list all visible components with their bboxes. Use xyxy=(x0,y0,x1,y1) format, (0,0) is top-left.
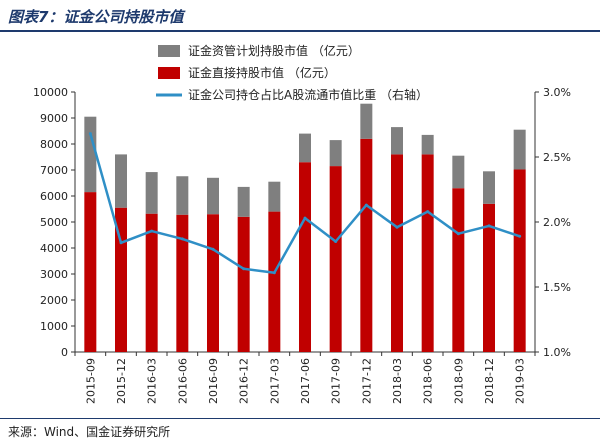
x-tick-label: 2018-06 xyxy=(422,358,435,404)
left-tick-label: 7000 xyxy=(40,164,68,177)
left-tick-label: 5000 xyxy=(40,216,68,229)
left-tick-label: 9000 xyxy=(40,112,68,125)
direct-bar xyxy=(84,192,97,352)
indirect-bar xyxy=(299,133,311,163)
x-tick-label: 2017-09 xyxy=(330,358,343,404)
ratio-point xyxy=(88,132,92,136)
x-tick-label: 2016-03 xyxy=(146,358,159,404)
left-tick-label: 2000 xyxy=(40,294,68,307)
indirect-bar xyxy=(207,177,219,215)
direct-bar xyxy=(145,213,158,352)
x-tick-label: 2017-06 xyxy=(299,358,312,404)
ratio-point xyxy=(334,240,338,243)
direct-bar xyxy=(483,203,495,352)
left-tick-label: 0 xyxy=(61,346,68,359)
title-bar: 图表7：证金公司持股市值 xyxy=(0,0,600,34)
x-tick-label: 2019-03 xyxy=(514,358,527,404)
axes: 0 1000 2000 3000 4000 5000 6000 7000 8000 9000 100… xyxy=(33,86,571,359)
x-axis-labels: 2015-09 2015-12 2016-03 2016-06 2016-09 2016-… xyxy=(74,352,536,404)
x-tick-label: 2018-12 xyxy=(483,358,496,404)
direct-bar xyxy=(329,166,342,352)
ratio-point xyxy=(180,237,184,241)
left-tick-label: 1000 xyxy=(40,320,68,333)
direct-bar xyxy=(513,169,526,352)
indirect-bar xyxy=(483,171,495,204)
title-divider xyxy=(0,30,600,32)
direct-bar xyxy=(391,154,403,352)
direct-bar xyxy=(268,211,281,352)
left-tick-label: 6000 xyxy=(40,190,68,203)
x-tick-label: 2017-12 xyxy=(360,358,373,404)
indirect-bar xyxy=(84,116,97,193)
indirect-bar xyxy=(513,129,526,170)
indirect-bar xyxy=(329,140,342,167)
indirect-bar xyxy=(176,176,189,215)
source-note: 来源：Wind、国金证券研究所 xyxy=(8,425,171,439)
indirect-bar xyxy=(452,155,465,189)
bars xyxy=(84,103,526,352)
direct-bar xyxy=(421,154,434,352)
legend-label: 证金公司持仓占比A股流通市值比重 （右轴） xyxy=(188,87,428,102)
direct-bar xyxy=(176,214,189,352)
direct-bar xyxy=(299,162,311,352)
ratio-point xyxy=(518,234,522,238)
ratio-point xyxy=(456,232,460,236)
ratio-point xyxy=(426,210,430,214)
indirect-bar xyxy=(145,172,158,214)
right-tick-label: 3.0% xyxy=(543,86,571,99)
ratio-point xyxy=(211,247,215,251)
legend: 证金资管计划持股市值 （亿元） 证金直接持股市值 （亿元） 证金公司持仓占比A股流通… xyxy=(156,43,428,102)
left-tick-label: 4000 xyxy=(40,242,68,255)
x-tick-label: 2018-09 xyxy=(452,358,465,404)
direct-bar xyxy=(115,207,127,352)
source-divider xyxy=(0,418,600,419)
legend-swatch xyxy=(158,67,180,79)
x-tick-label: 2015-12 xyxy=(115,358,128,404)
right-tick-label: 2.5% xyxy=(543,151,571,164)
x-tick-label: 2017-03 xyxy=(268,358,281,404)
indirect-bar xyxy=(360,103,373,139)
x-tick-label: 2015-09 xyxy=(84,358,97,404)
ratio-point xyxy=(272,271,276,275)
indirect-bar xyxy=(421,134,434,155)
ratio-point xyxy=(150,229,154,233)
indirect-bar xyxy=(115,154,127,208)
right-tick-label: 1.5% xyxy=(543,281,571,294)
indirect-bar xyxy=(391,127,403,155)
ratio-point xyxy=(303,216,307,220)
ratio-point xyxy=(119,241,123,245)
legend-swatch xyxy=(158,45,180,57)
left-tick-label: 10000 xyxy=(33,86,68,99)
x-tick-label: 2016-12 xyxy=(238,358,251,404)
x-tick-label: 2016-09 xyxy=(207,358,220,404)
ratio-point xyxy=(395,225,399,229)
right-tick-label: 2.0% xyxy=(543,216,571,229)
ratio-point xyxy=(487,224,491,228)
ratio-point xyxy=(364,203,368,207)
direct-bar xyxy=(360,138,373,352)
left-tick-label: 8000 xyxy=(40,138,68,151)
ratio-line xyxy=(88,132,522,275)
indirect-bar xyxy=(237,186,250,217)
ratio-point xyxy=(242,267,246,271)
direct-bar xyxy=(452,188,465,352)
chart: 证金资管计划持股市值 （亿元） 证金直接持股市值 （亿元） 证金公司持仓占比A股流通… xyxy=(33,43,571,404)
left-tick-label: 3000 xyxy=(40,268,68,281)
legend-label: 证金资管计划持股市值 （亿元） xyxy=(188,43,360,58)
legend-label: 证金直接持股市值 （亿元） xyxy=(188,65,336,80)
x-tick-label: 2016-06 xyxy=(176,358,189,404)
right-tick-label: 1.0% xyxy=(543,346,571,359)
direct-bar xyxy=(237,216,250,352)
indirect-bar xyxy=(268,181,281,212)
direct-bar xyxy=(207,214,219,352)
x-tick-label: 2018-03 xyxy=(391,358,404,404)
chart-title: 图表7：证金公司持股市值 xyxy=(8,8,184,26)
